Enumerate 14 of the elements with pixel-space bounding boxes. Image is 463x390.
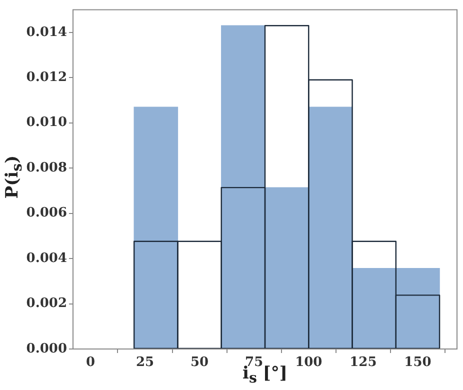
y-tick-label: 0.012 [26, 70, 67, 86]
y-tick-label: 0.014 [26, 24, 67, 40]
y-tick-label: 0.008 [26, 160, 67, 176]
x-tick-label: 0 [86, 355, 95, 370]
y-tick-label: 0.002 [26, 296, 67, 312]
y-tick-label: 0.006 [26, 206, 67, 221]
x-tick-label: 25 [136, 355, 154, 370]
y-tick-label: 0.004 [26, 250, 67, 266]
x-tick-label: 100 [295, 355, 322, 370]
x-tick-label: 50 [190, 355, 209, 370]
y-tick-label: 0.000 [26, 341, 67, 356]
y-tick-label: 0.010 [26, 115, 67, 130]
x-tick-label: 125 [350, 355, 377, 370]
x-tick-label: 150 [404, 355, 432, 370]
